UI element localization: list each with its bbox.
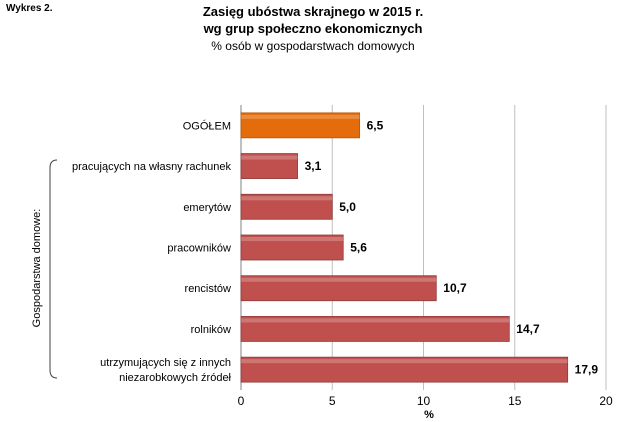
category-label: utrzymujących się z innych <box>100 357 231 369</box>
value-labels: 6,5 3,1 5,0 5,6 10,7 14,7 17,9 <box>305 118 599 376</box>
bar <box>240 112 361 139</box>
group-label: Gospodarstwa domowe: <box>31 209 43 328</box>
value-label: 6,5 <box>367 118 384 132</box>
value-label: 17,9 <box>575 363 599 377</box>
chart-subtitle: % osób w gospodarstwach domowych <box>211 39 414 53</box>
bar-highlight <box>241 155 298 160</box>
x-tick-label: 10 <box>417 394 431 408</box>
value-label: 10,7 <box>443 281 467 295</box>
bar-highlight <box>241 318 510 323</box>
grid-lines <box>240 105 607 390</box>
bar <box>240 193 333 220</box>
bar-highlight <box>241 277 437 282</box>
group-bracket <box>49 159 58 379</box>
bar-highlight <box>241 114 360 119</box>
bar-highlight <box>241 196 333 201</box>
x-tick-label: 20 <box>599 394 613 408</box>
category-label: emerytów <box>183 202 231 214</box>
chart-title-line-2: wg grup społeczno ekonomicznych <box>203 21 423 36</box>
bar-highlight <box>241 359 568 364</box>
category-labels: OGÓŁEM pracujących na własny rachunek emer… <box>72 119 232 384</box>
bars <box>240 112 569 383</box>
category-label: rolników <box>191 324 231 336</box>
category-label: OGÓŁEM <box>183 119 231 132</box>
x-axis-ticks: 0 5 10 15 20 <box>238 394 613 408</box>
figure-label: Wykres 2. <box>6 3 53 14</box>
bar <box>240 234 344 261</box>
x-tick-label: 0 <box>238 394 245 408</box>
value-label: 3,1 <box>305 159 322 173</box>
bar <box>240 153 298 179</box>
category-label: pracujących na własny rachunek <box>72 161 231 173</box>
value-label: 14,7 <box>516 322 540 336</box>
x-tick-label: 15 <box>508 394 522 408</box>
bar <box>240 275 437 302</box>
category-label: rencistów <box>185 283 232 295</box>
bar <box>240 356 569 383</box>
value-label: 5,0 <box>339 200 356 214</box>
value-label: 5,6 <box>350 241 367 255</box>
category-label: pracowników <box>167 243 231 255</box>
x-tick-label: 5 <box>329 394 336 408</box>
bar-highlight <box>241 237 344 241</box>
chart-title-line-1: Zasięg ubóstwa skrajnego w 2015 r. <box>203 4 423 19</box>
bar <box>240 316 510 342</box>
x-axis-label: % <box>424 409 434 421</box>
category-label: niezarobkowych źródeł <box>119 372 231 384</box>
